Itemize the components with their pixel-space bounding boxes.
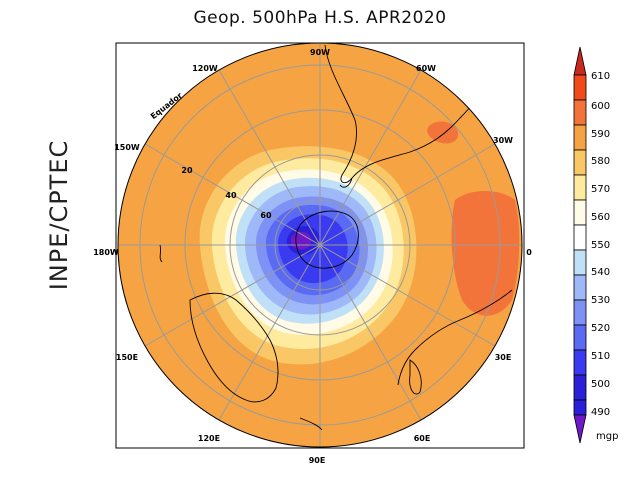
colorbar-swatch <box>573 249 587 276</box>
colorbar-swatch <box>573 374 587 401</box>
lon-label-90e: 90E <box>309 456 326 465</box>
lat-label-20: 20 <box>181 166 193 175</box>
colorbar-label: 590 <box>591 129 610 140</box>
colorbar-swatch <box>573 174 587 201</box>
colorbar-label: 530 <box>591 295 610 306</box>
coastlines <box>159 44 513 431</box>
lat-label-40: 40 <box>225 191 237 200</box>
colorbar-swatch <box>573 349 587 376</box>
lon-label-30e: 30E <box>495 353 512 362</box>
contour-590 <box>427 121 459 144</box>
colorbar: 610 600 590 580 570 560 550 540 530 520 … <box>573 46 618 444</box>
colorbar-label: 540 <box>591 267 610 278</box>
colorbar-label: 580 <box>591 156 610 167</box>
colorbar-swatch <box>573 274 587 301</box>
colorbar-swatch <box>573 74 587 101</box>
lon-label-120w: 120W <box>192 64 218 73</box>
lon-label-30w: 30W <box>493 136 513 145</box>
colorbar-label: 490 <box>591 407 610 418</box>
colorbar-unit: mgp <box>596 431 618 442</box>
colorbar-swatch <box>573 299 587 326</box>
lon-label-90w: 90W <box>310 48 330 57</box>
colorbar-swatch <box>573 99 587 126</box>
colorbar-swatch <box>573 324 587 351</box>
colorbar-label: 610 <box>591 71 610 82</box>
colorbar-label: 510 <box>591 351 610 362</box>
colorbar-label: 500 <box>591 379 610 390</box>
colorbar-swatch <box>573 149 587 176</box>
map-title: Geop. 500hPa H.S. APR2020 <box>193 8 447 28</box>
colorbar-swatch <box>573 224 587 251</box>
lon-label-0: 0 <box>526 248 532 257</box>
colorbar-label: 550 <box>591 240 610 251</box>
colorbar-swatch <box>573 399 587 416</box>
graticule <box>118 43 522 447</box>
lon-label-180w: 180W <box>93 248 119 257</box>
lon-label-120e: 120E <box>198 434 220 443</box>
colorbar-bottom-arrow <box>573 414 587 444</box>
colorbar-label: 520 <box>591 323 610 334</box>
colorbar-swatch <box>573 124 587 151</box>
colorbar-swatch <box>573 199 587 226</box>
lon-label-60w: 60W <box>416 64 436 73</box>
lon-label-150w: 150W <box>114 143 140 152</box>
colorbar-label: 560 <box>591 212 610 223</box>
colorbar-label: 600 <box>591 101 610 112</box>
lon-label-60e: 60E <box>414 434 431 443</box>
lon-label-150e: 150E <box>116 353 138 362</box>
contour-590b <box>451 191 520 316</box>
lat-label-60: 60 <box>260 211 272 220</box>
map-boundary <box>117 42 523 448</box>
colorbar-label: 570 <box>591 184 610 195</box>
colorbar-top-arrow <box>573 46 587 76</box>
